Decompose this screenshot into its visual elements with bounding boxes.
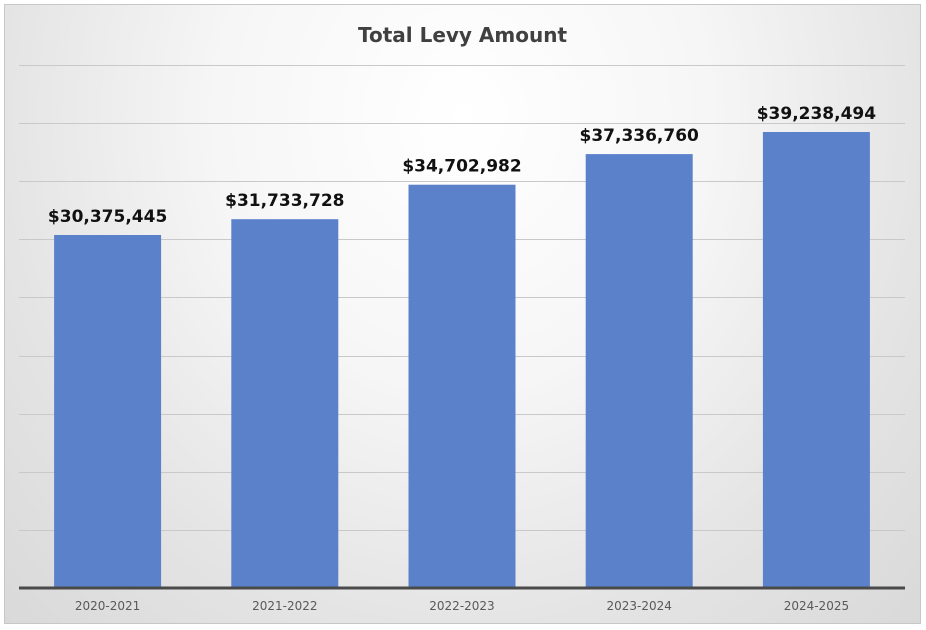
data-label-2021-2022: $31,733,728	[225, 191, 344, 211]
bar-2024-2025	[762, 132, 870, 588]
data-label-2023-2024: $37,336,760	[580, 126, 700, 146]
x-tick-label-2020-2021: 2020-2021	[75, 599, 140, 613]
data-label-2020-2021: $30,375,445	[48, 207, 167, 227]
bar-2022-2023	[408, 184, 516, 588]
data-label-2022-2023: $34,702,982	[402, 157, 521, 177]
data-label-2024-2025: $39,238,494	[757, 104, 877, 124]
bar-2020-2021	[54, 235, 162, 588]
x-tick-label-2021-2022: 2021-2022	[252, 599, 317, 613]
bar-2023-2024	[585, 154, 693, 588]
chart-title: Total Levy Amount	[357, 23, 568, 47]
bar-2021-2022	[231, 219, 339, 588]
x-tick-label-2022-2023: 2022-2023	[429, 599, 494, 613]
bar-chart: $30,375,445 2020-2021 $31,733,728 2021-2022…	[19, 65, 905, 613]
x-tick-label-2023-2024: 2023-2024	[606, 599, 671, 613]
x-tick-label-2024-2025: 2024-2025	[784, 599, 849, 613]
chart-area: Total Levy Amount $30,375,445 2020-2021 $3…	[4, 4, 921, 624]
